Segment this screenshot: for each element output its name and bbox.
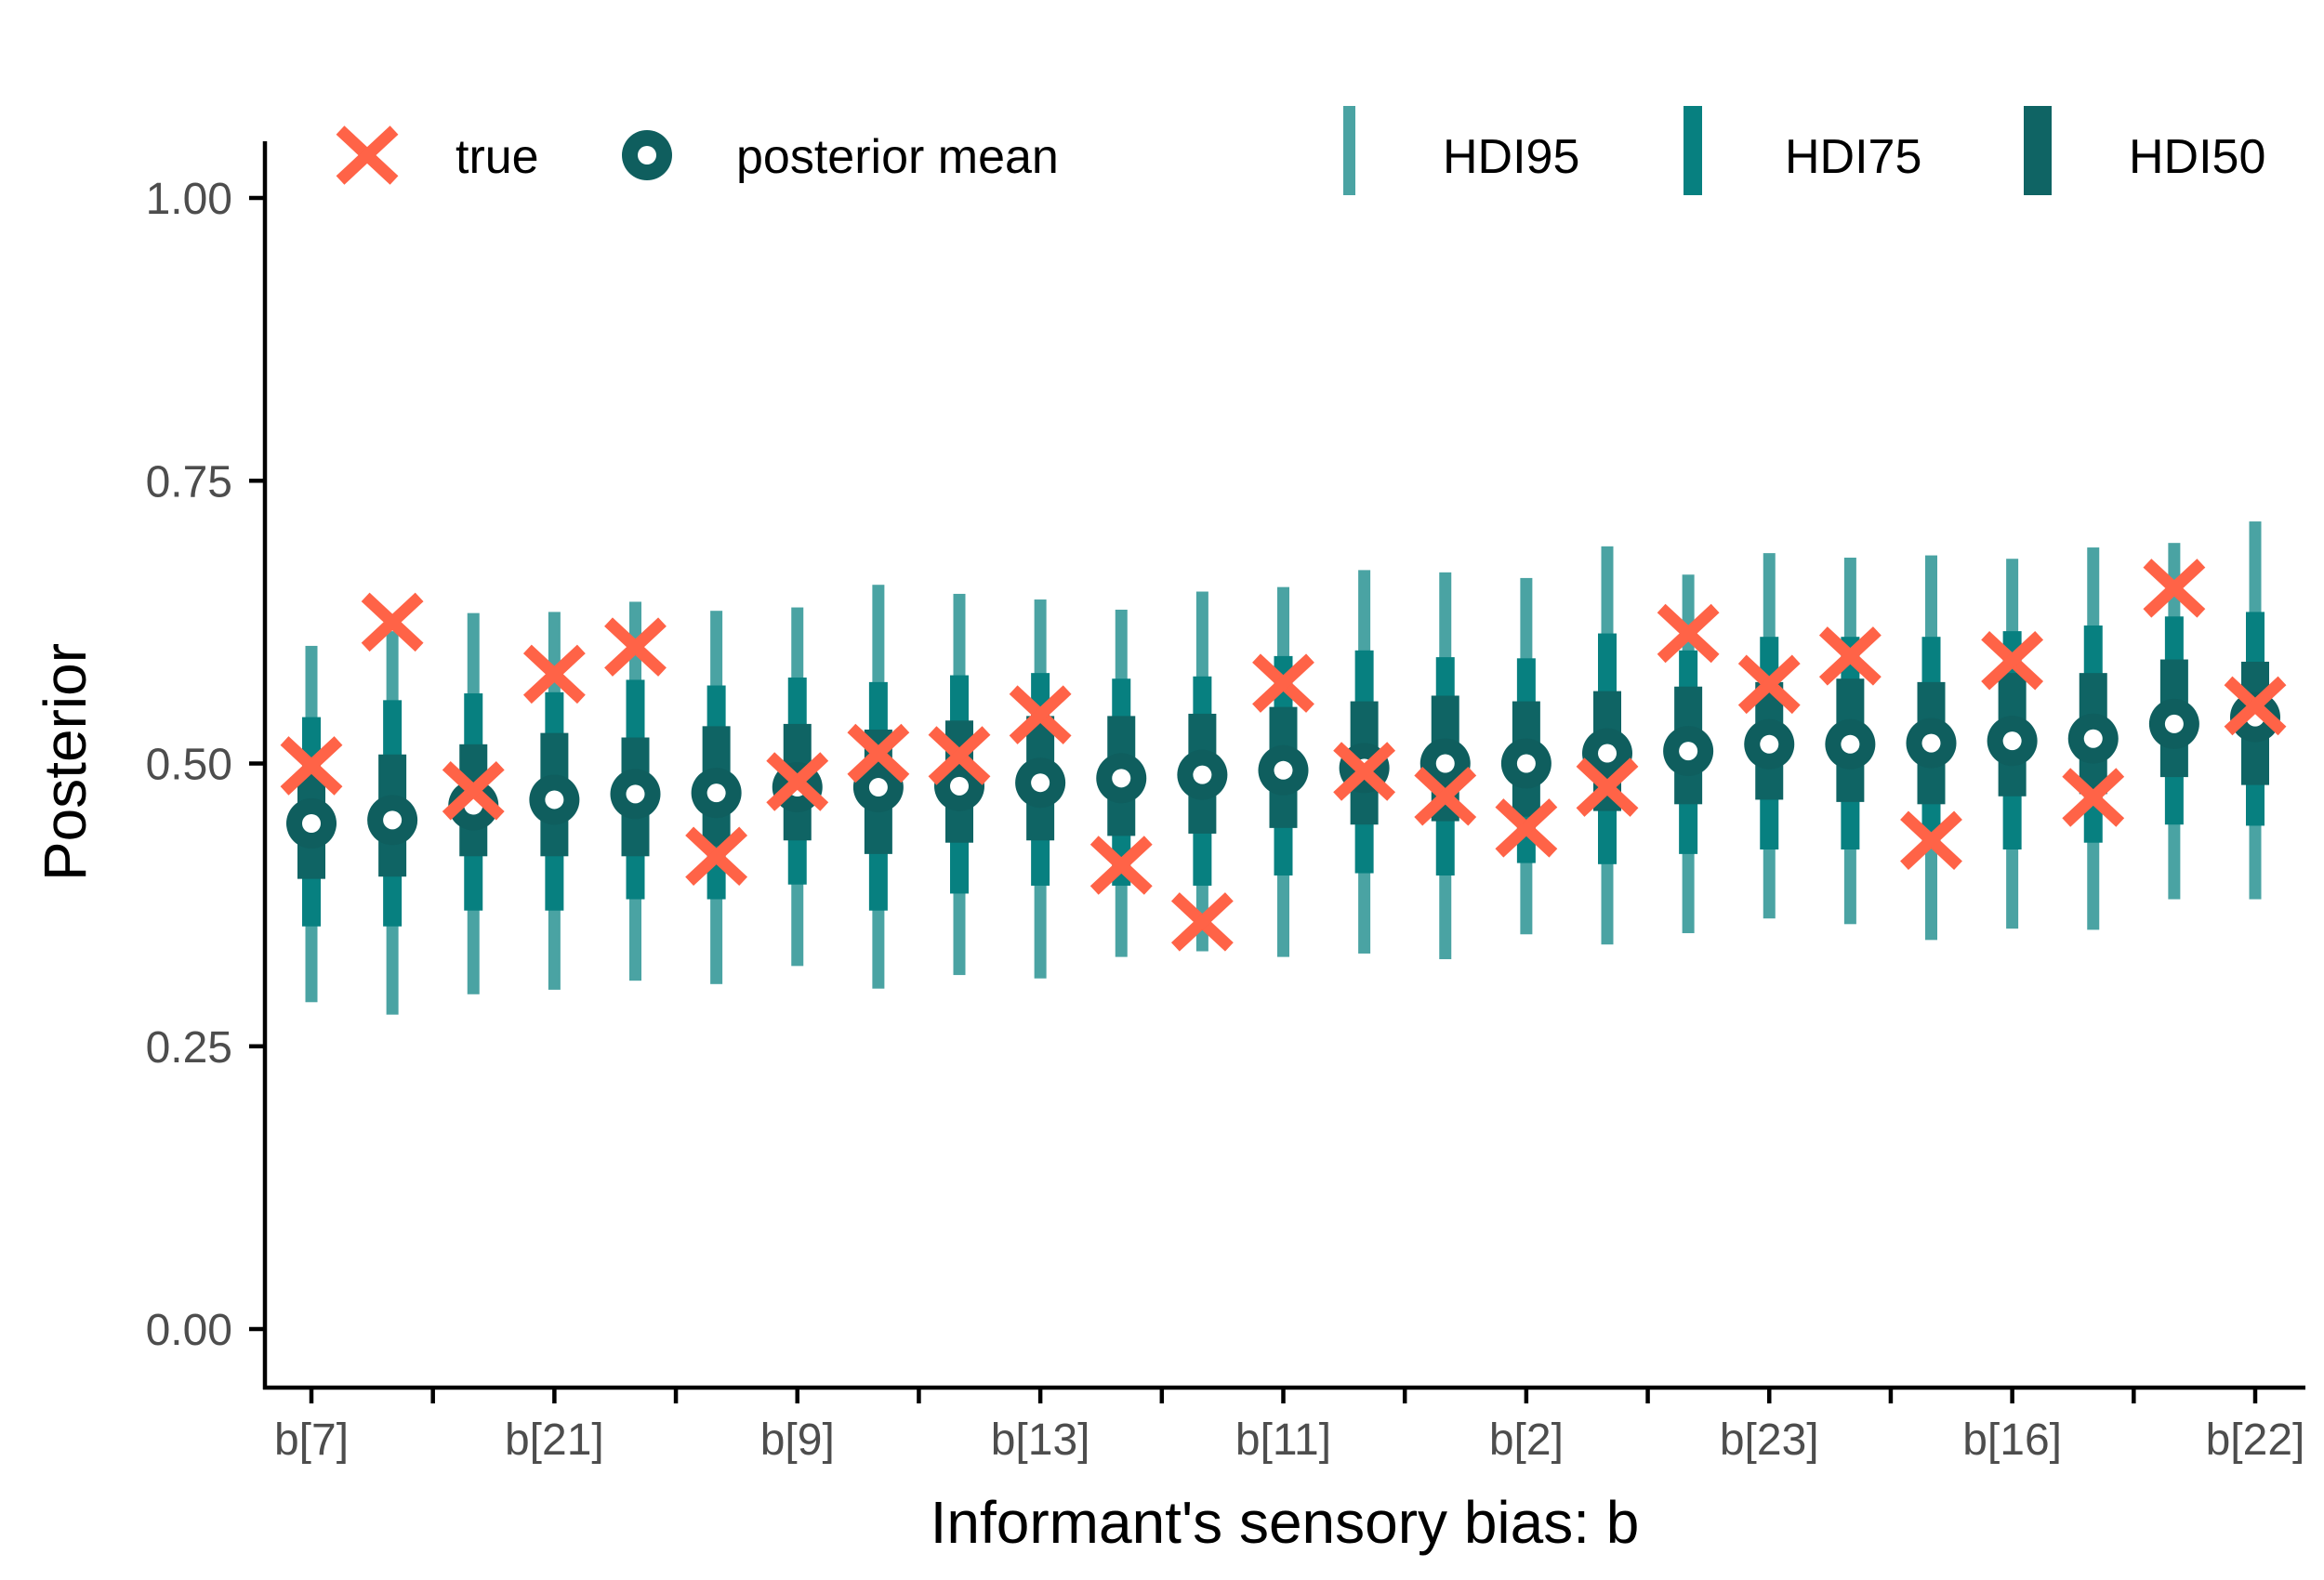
true-value-point: [1657, 603, 1720, 664]
true-value-point: [685, 826, 748, 887]
posterior-mean-point: [1177, 749, 1228, 800]
legend-true-label: true: [456, 130, 539, 184]
posterior-mean-point: [1096, 753, 1147, 804]
y-axis-title: Posterior: [32, 643, 99, 881]
true-value-point: [1009, 685, 1072, 744]
posterior-mean-point: [529, 774, 580, 825]
legend-true-key: [336, 125, 399, 185]
true-value-point: [847, 723, 910, 783]
true-value-point: [280, 736, 343, 796]
true-value-point: [361, 592, 424, 652]
posterior-mean-point: [1500, 738, 1552, 789]
x-tick-label: b[7]: [274, 1415, 349, 1465]
legend-hdi95-label: HDI95: [1443, 130, 1579, 184]
y-tick-label: 0.00: [146, 1306, 232, 1355]
posterior-mean-point: [1015, 757, 1066, 809]
x-tick-label: b[22]: [2206, 1415, 2305, 1465]
true-value-point: [1170, 892, 1234, 952]
true-value-point: [1252, 653, 1314, 713]
posterior-mean-point: [852, 762, 904, 813]
legend-hdi75-key: [1684, 106, 1702, 195]
true-value-point: [1737, 654, 1801, 715]
legend-mean-label: posterior mean: [736, 130, 1059, 184]
posterior-mean-point: [1825, 718, 1876, 770]
true-value-point: [1333, 742, 1396, 801]
legend-hdi50-label: HDI50: [2129, 130, 2265, 184]
posterior-mean-point: [1258, 744, 1309, 796]
true-value-point: [928, 726, 991, 785]
legend-hdi50-key: [2024, 106, 2052, 195]
y-tick-label: 0.25: [146, 1023, 232, 1073]
legend: true posterior mean HDI95 HDI75 HDI50: [336, 106, 2265, 195]
posterior-mean-point: [1663, 726, 1714, 777]
legend-mean-key: [622, 130, 672, 180]
true-value-point: [1981, 630, 2044, 691]
x-axis-title: Informant's sensory bias: b: [931, 1489, 1640, 1556]
posterior-mean-point: [1419, 738, 1471, 789]
y-tick-label: 0.50: [146, 741, 232, 790]
true-value-point: [522, 644, 586, 704]
posterior-mean-point: [610, 769, 661, 820]
posterior-mean-point: [691, 768, 742, 819]
posterior-mean-point: [1744, 718, 1795, 770]
x-tick-label: b[21]: [505, 1415, 604, 1465]
posterior-mean-point: [1987, 716, 2038, 767]
posterior-mean-point: [367, 795, 418, 846]
true-value-point: [604, 617, 667, 677]
true-value-point: [1576, 757, 1639, 817]
true-value-point: [2062, 768, 2125, 827]
true-value-point: [1089, 836, 1153, 895]
true-value-point: [442, 760, 505, 821]
true-value-point: [1900, 810, 1962, 871]
true-value-point: [1414, 767, 1477, 826]
x-axis-ticks: b[7] b[21] b[9] b[13] b[11] b[2] b[23] b[16] b[2…: [274, 1388, 2304, 1465]
true-value-point: [766, 752, 829, 811]
x-tick-label: b[2]: [1489, 1415, 1564, 1465]
posterior-mean-point: [2148, 698, 2199, 749]
legend-hdi75-label: HDI75: [1785, 130, 1921, 184]
true-value-point: [2224, 676, 2287, 736]
posterior-mean-point: [1906, 718, 1957, 769]
x-tick-label: b[9]: [760, 1415, 835, 1465]
true-layer: [280, 559, 2287, 952]
x-tick-label: b[13]: [991, 1415, 1090, 1465]
x-tick-label: b[11]: [1235, 1415, 1331, 1465]
y-tick-label: 1.00: [146, 175, 232, 224]
true-value-point: [2143, 559, 2206, 618]
mean-layer: [286, 691, 2280, 849]
x-tick-label: b[16]: [1962, 1415, 2062, 1465]
posterior-mean-point: [1582, 728, 1632, 779]
posterior-mean-point: [2067, 713, 2119, 764]
posterior-mean-point: [286, 798, 337, 849]
y-axis-ticks: 0.00 0.25 0.50 0.75 1.00: [146, 175, 265, 1355]
x-tick-label: b[23]: [1720, 1415, 1819, 1465]
true-value-point: [1818, 626, 1882, 686]
legend-hdi95-key: [1343, 106, 1355, 195]
true-value-point: [1495, 798, 1558, 858]
y-tick-label: 0.75: [146, 457, 232, 507]
